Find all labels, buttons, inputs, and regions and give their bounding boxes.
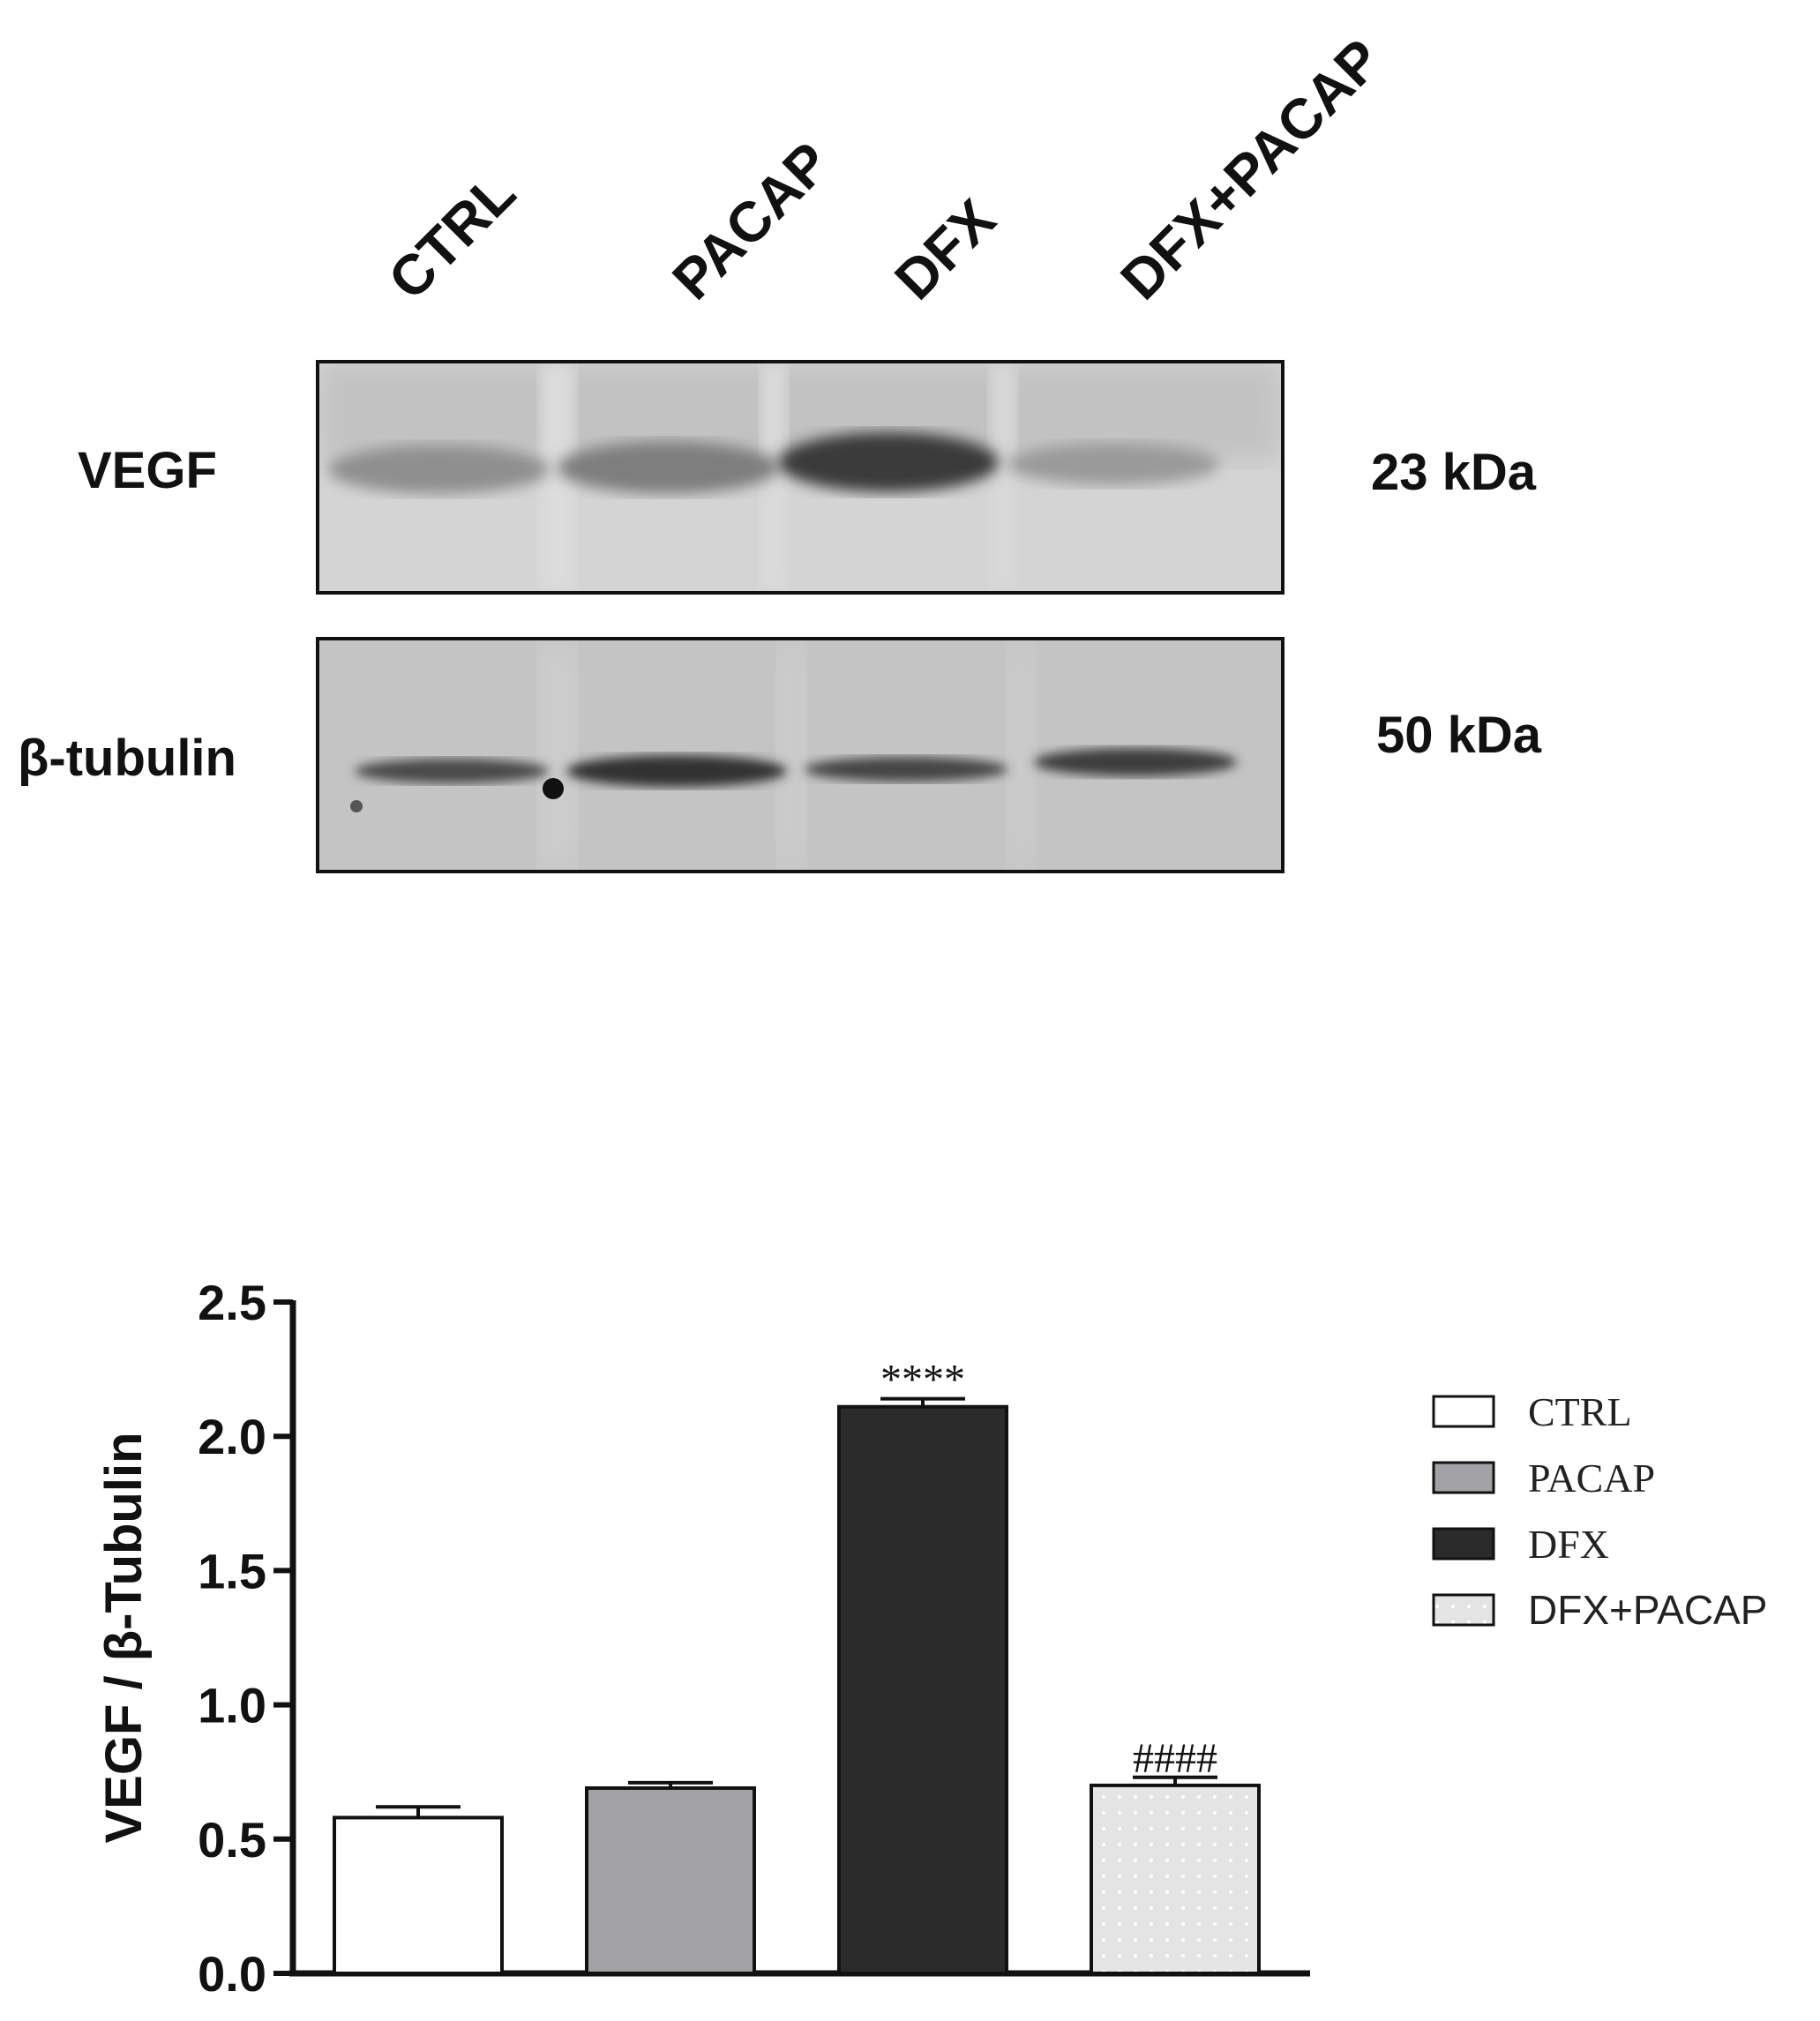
lane-label-dfx: DFX: [882, 186, 1007, 312]
vegf-row-label: VEGF: [78, 442, 217, 499]
tubulin-row-label: β-tubulin: [18, 730, 236, 787]
bar-ctrl: [333, 1815, 504, 1975]
y-tick-label: 0.0: [198, 1946, 266, 2002]
lane-label-ctrl: CTRL: [376, 160, 528, 312]
significance-annotation: ****: [880, 1357, 965, 1403]
vegf-blot-graphic: [319, 363, 1281, 591]
legend-swatch: [1432, 1395, 1495, 1428]
legend-label: CTRL: [1528, 1389, 1632, 1434]
tubulin-blot-graphic: [319, 640, 1281, 870]
y-tick-label: 0.5: [198, 1812, 266, 1868]
legend-label: DFX+PACAP: [1528, 1587, 1767, 1633]
vegf-blot-image: [316, 360, 1284, 595]
legend-label: PACAP: [1528, 1456, 1655, 1501]
y-tick-label: 2.0: [198, 1409, 266, 1464]
tubulin-kda-label: 50 kDa: [1376, 707, 1542, 764]
legend-swatch: [1432, 1461, 1495, 1494]
lane-label-pacap: PACAP: [660, 130, 843, 312]
lane-label-dfx-pacap: DFX+PACAP: [1108, 26, 1394, 312]
y-tick-label: 1.0: [198, 1678, 266, 1733]
y-axis-label: VEGF / β-Tubulin: [95, 1432, 153, 1843]
legend-swatch: [1432, 1593, 1495, 1627]
bar-pacap: [585, 1785, 756, 1975]
bar-dfx-pacap: [1090, 1783, 1261, 1975]
bar-chart: 0.0 0.5 1.0 1.5 2.0 2.5 VEGF / β-Tubulin **** #…: [95, 1275, 1767, 2002]
y-tick-label: 2.5: [198, 1275, 266, 1330]
y-tick-label: 1.5: [198, 1543, 266, 1598]
tubulin-blot-image: [316, 637, 1284, 873]
bar-dfx: [837, 1404, 1008, 1975]
legend-label: DFX: [1528, 1522, 1609, 1567]
vegf-kda-label: 23 kDa: [1371, 444, 1537, 501]
legend-swatch: [1432, 1527, 1495, 1561]
significance-annotation: ####: [1133, 1735, 1217, 1782]
